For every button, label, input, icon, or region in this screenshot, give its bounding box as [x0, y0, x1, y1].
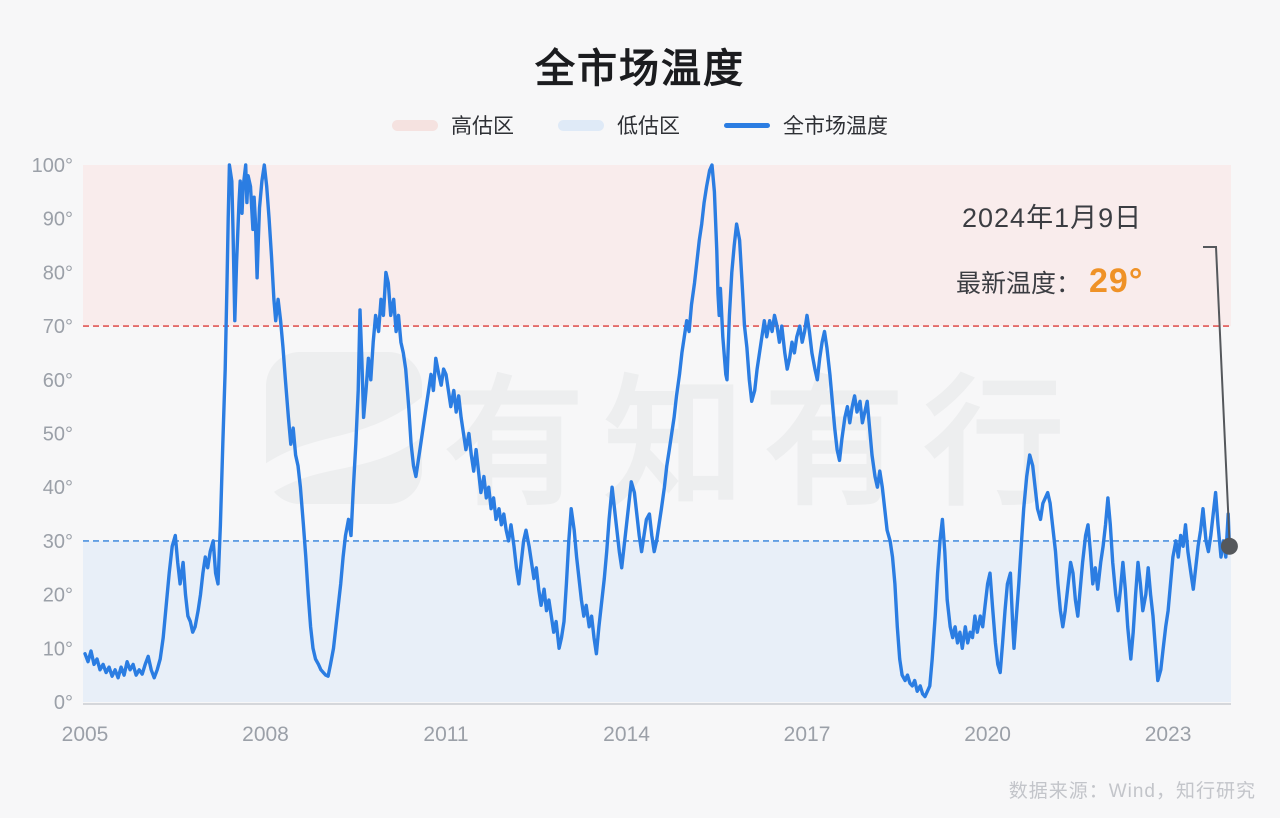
high-zone-swatch-icon: [392, 119, 438, 131]
temperature-line-swatch-icon: [724, 122, 770, 128]
y-tick-label: 100°: [32, 155, 73, 177]
latest-point-marker: [1220, 537, 1238, 555]
y-tick-label: 70°: [43, 316, 73, 338]
watermark-logo-swoosh-icon: [262, 394, 426, 500]
legend-item-high-zone[interactable]: 高估区: [392, 110, 514, 140]
chart-legend: 高估区 低估区 全市场温度: [0, 110, 1280, 140]
y-tick-label: 60°: [43, 370, 73, 392]
latest-date: 2024年1月9日: [962, 203, 1143, 233]
legend-item-temperature-line[interactable]: 全市场温度: [724, 110, 888, 140]
data-source-note: 数据来源：Wind，知行研究: [1008, 781, 1256, 802]
x-tick-label: 2008: [242, 723, 289, 746]
low-zone-swatch-icon: [558, 119, 604, 131]
x-tick-label: 2014: [603, 723, 650, 746]
low-valuation-zone: [83, 540, 1231, 702]
x-tick-label: 2020: [964, 723, 1011, 746]
page-title: 全市场温度: [535, 47, 745, 91]
temperature-line: [83, 163, 1232, 699]
low-zone-label: 低估区: [617, 115, 680, 138]
y-tick-label: 0°: [54, 692, 73, 714]
x-tick-label: 2023: [1145, 723, 1192, 746]
callout-line: [1203, 246, 1231, 540]
y-tick-label: 20°: [43, 585, 73, 607]
legend-item-low-zone[interactable]: 低估区: [558, 110, 680, 140]
y-tick-label: 40°: [43, 477, 73, 499]
x-tick-label: 2011: [423, 723, 468, 746]
temperature-line-label: 全市场温度: [783, 115, 888, 138]
x-tick-label: 2017: [784, 723, 831, 746]
y-tick-label: 30°: [43, 531, 73, 553]
high-zone-label: 高估区: [451, 115, 514, 138]
latest-temperature: 最新温度： 29°: [956, 262, 1216, 301]
latest-annotation: 2024年1月9日 最新温度： 29°: [956, 196, 1216, 301]
y-tick-label: 80°: [43, 262, 73, 284]
y-tick-label: 90°: [43, 209, 73, 231]
y-tick-label: 50°: [43, 424, 73, 446]
x-tick-label: 2005: [62, 723, 109, 746]
latest-temperature-label: 最新温度：: [956, 270, 1082, 298]
watermark-text: 有知有行: [444, 365, 1084, 522]
y-tick-label: 10°: [43, 638, 73, 660]
latest-temperature-value: 29°: [1089, 262, 1144, 300]
